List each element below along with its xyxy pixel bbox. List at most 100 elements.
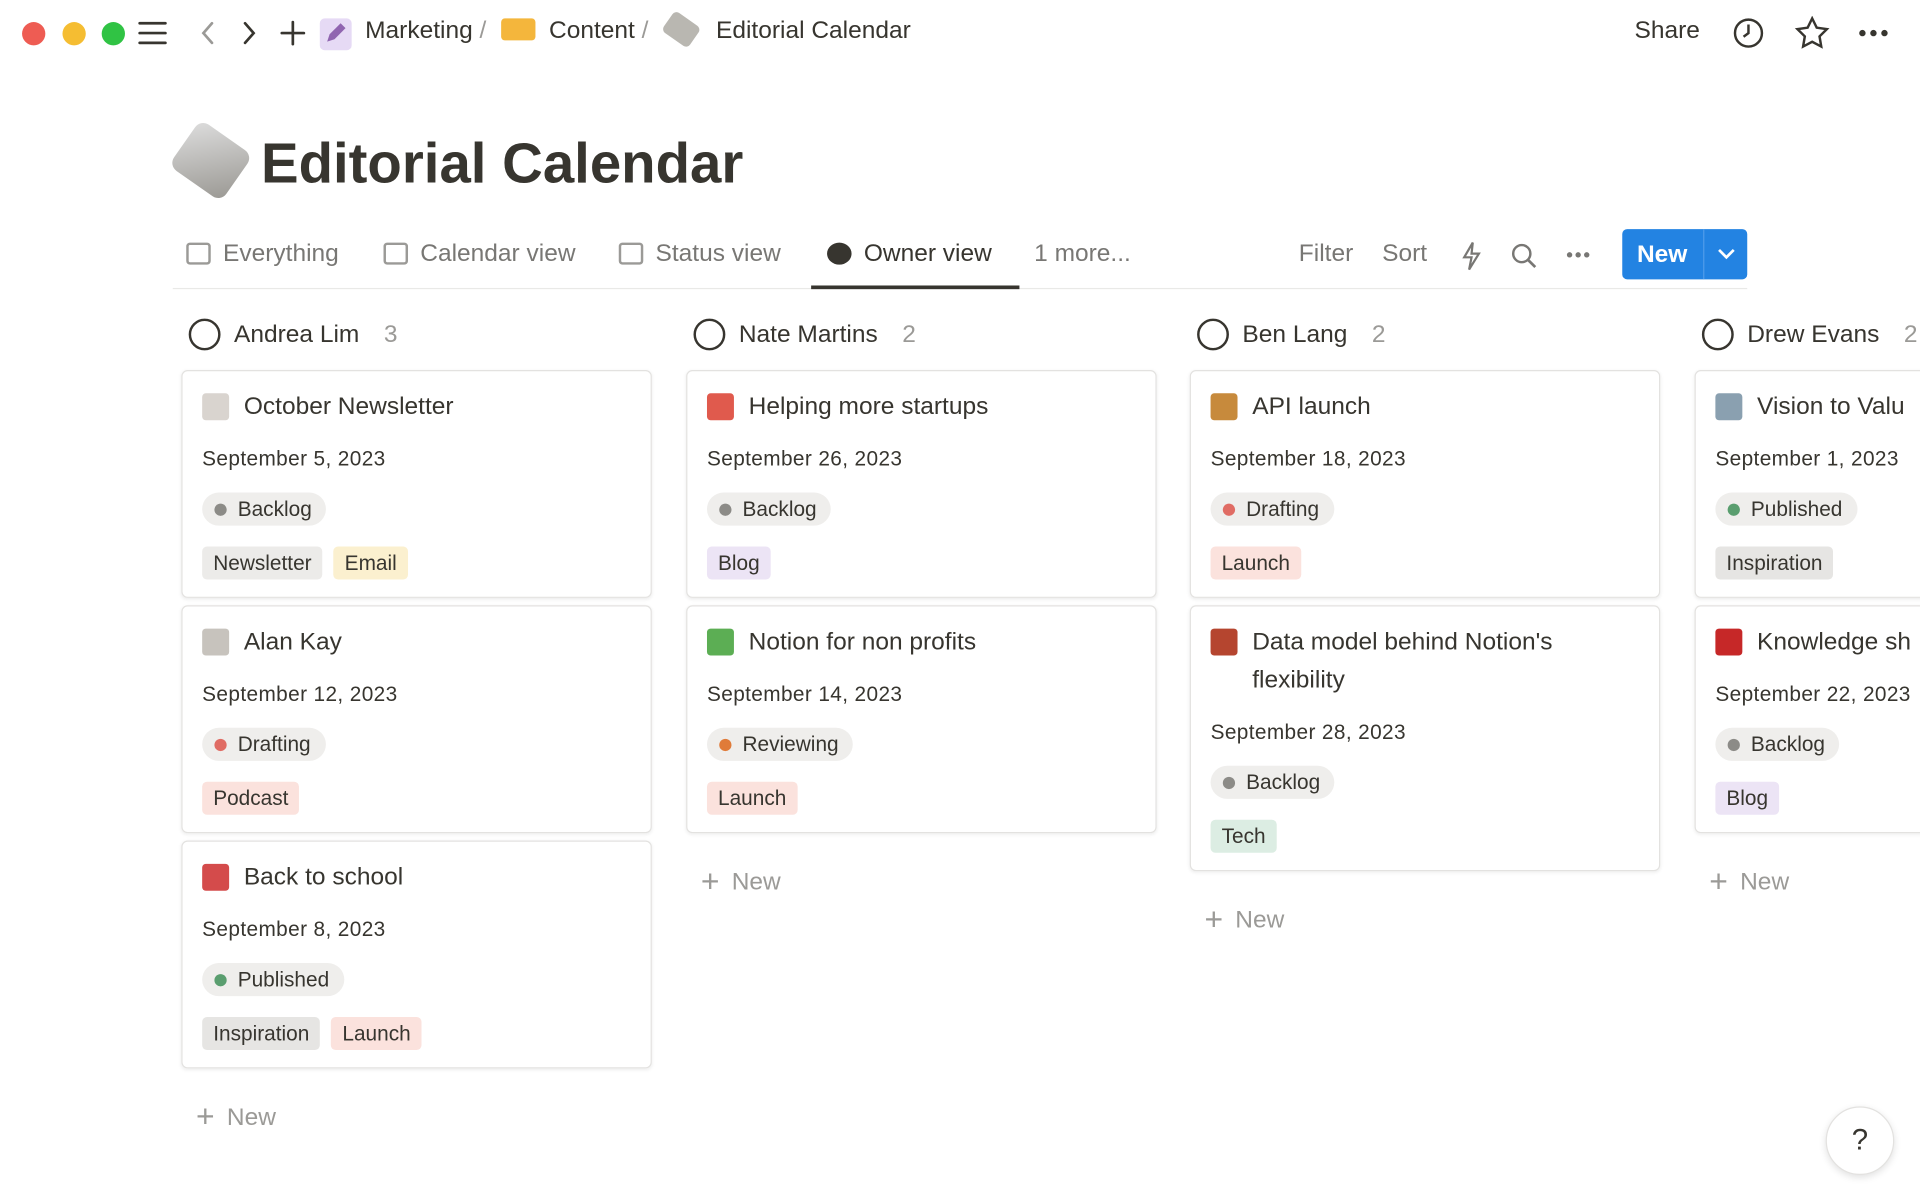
toolbar-icons[interactable]	[1456, 239, 1603, 273]
breadcrumb-item[interactable]: Editorial Calendar	[716, 17, 911, 45]
card-icon	[706, 393, 734, 421]
card[interactable]: Helping more startups September 26, 2023 B…	[686, 370, 1157, 598]
card-title: Back to school	[202, 859, 631, 897]
active-tab-underline	[811, 285, 1020, 290]
tag-list: Launch	[1210, 546, 1640, 580]
status-dot	[1222, 502, 1236, 516]
chevron[interactable]	[1717, 245, 1737, 262]
status-row: Drafting	[1210, 472, 1640, 526]
new-card-button[interactable]: + New	[1709, 863, 1920, 901]
view-tab[interactable]: Calendar view	[383, 240, 576, 268]
card-icon	[706, 628, 734, 656]
new-card-button[interactable]: + New	[196, 1098, 652, 1136]
card[interactable]: October Newsletter September 5, 2023 Backl…	[181, 370, 652, 598]
card-date: September 8, 2023	[202, 917, 386, 942]
tag: Blog	[1715, 781, 1780, 815]
new-button[interactable]: New	[1622, 229, 1748, 280]
card[interactable]: Alan Kay September 12, 2023 Drafting Podcas…	[181, 605, 652, 834]
tag-list: Tech	[1210, 819, 1640, 853]
status-label: Reviewing	[742, 732, 839, 756]
status-row: Drafting	[202, 707, 631, 761]
owner-avatar	[1197, 318, 1229, 351]
tag: Inspiration	[1715, 546, 1834, 580]
card[interactable]: Knowledge sh September 22, 2023 Backlog Blo…	[1694, 605, 1920, 834]
view-tab[interactable]: 1 more...	[1034, 240, 1131, 268]
zoom-button[interactable]	[101, 22, 125, 46]
card-date: September 28, 2023	[1210, 720, 1406, 744]
view-tab[interactable]: Everything	[186, 240, 339, 268]
help-button[interactable]: ?	[1825, 1106, 1895, 1176]
tag: Launch	[1210, 546, 1301, 580]
view-tab[interactable]: Owner view	[827, 240, 992, 268]
column-header: Ben Lang 2	[1190, 316, 1661, 353]
column-header: Drew Evans 2	[1695, 316, 1920, 353]
header-icons[interactable]	[1730, 15, 1902, 53]
tag: Email	[333, 546, 408, 580]
card-date: September 5, 2023	[202, 447, 386, 471]
tag: Tech	[1210, 819, 1277, 853]
card[interactable]: Back to school September 8, 2023 Published…	[181, 840, 652, 1069]
card[interactable]: Vision to Valu September 1, 2023 Published…	[1694, 370, 1920, 598]
tag-list: Blog	[706, 546, 1136, 580]
sort-button[interactable]: Sort	[1382, 240, 1428, 268]
card-icon	[1210, 628, 1238, 656]
tag: Newsletter	[202, 546, 323, 580]
owner-name: Ben Lang	[1242, 320, 1348, 348]
new-button-label: New	[1636, 241, 1688, 269]
status-dot	[719, 738, 732, 751]
tag-list: Podcast	[202, 781, 631, 815]
tab-label: Status view	[655, 240, 781, 268]
column-header: Andrea Lim 3	[181, 316, 652, 353]
status-row: Published	[202, 942, 631, 997]
status-row: Backlog	[706, 472, 1136, 526]
tag: Inspiration	[202, 1016, 321, 1051]
status-pill: Reviewing	[706, 727, 854, 761]
new-card-button[interactable]: + New	[1204, 901, 1660, 939]
content-icon	[500, 18, 535, 41]
status-label: Backlog	[237, 496, 312, 521]
filter-button[interactable]: Filter	[1298, 240, 1354, 268]
owner-name: Drew Evans	[1747, 320, 1880, 348]
card-title: October Newsletter	[202, 388, 631, 426]
card-title: Data model behind Notion's flexibility	[1210, 624, 1640, 700]
new-card-label: New	[226, 1103, 276, 1131]
close-button[interactable]	[22, 22, 46, 46]
new-card-label: New	[731, 868, 781, 896]
status-pill: Backlog	[202, 492, 327, 526]
status-label: Backlog	[1750, 732, 1826, 756]
new-card-button[interactable]: + New	[701, 863, 1157, 901]
status-row: Reviewing	[706, 707, 1136, 761]
separator: /	[641, 17, 649, 45]
breadcrumb-item[interactable]: Marketing	[365, 17, 473, 45]
owner-name: Nate Martins	[738, 320, 878, 348]
tab-label: Owner view	[863, 240, 992, 268]
view-tab[interactable]: Status view	[618, 240, 781, 268]
card-title-text: Vision to Valu	[1757, 393, 1905, 421]
status-row: Backlog	[1715, 707, 1920, 761]
status-row: Published	[1715, 472, 1920, 526]
status-label: Backlog	[742, 496, 817, 521]
card[interactable]: Notion for non profits September 14, 2023…	[686, 605, 1157, 834]
card-date: September 22, 2023	[1715, 682, 1911, 706]
tag-list: Blog	[1715, 781, 1920, 815]
breadcrumb-item[interactable]: Content	[548, 17, 635, 45]
tab-label: Everything	[222, 240, 339, 268]
card[interactable]: Data model behind Notion's flexibility Se…	[1189, 605, 1661, 872]
separator: /	[479, 17, 487, 45]
new-card-label: New	[1235, 906, 1285, 934]
tag-list: Inspiration Launch	[202, 1016, 631, 1051]
minimize-button[interactable]	[62, 22, 86, 46]
tag-list: Inspiration	[1715, 546, 1920, 580]
status-dot	[214, 973, 227, 986]
status-label: Published	[1750, 496, 1843, 521]
status-dot	[1727, 502, 1740, 516]
plus-icon: +	[1204, 900, 1224, 938]
status-dot	[214, 502, 227, 516]
card-icon	[1715, 393, 1743, 421]
status-pill: Backlog	[706, 492, 832, 526]
share-button[interactable]: Share	[1634, 17, 1700, 45]
tag-list: Newsletter Email	[202, 546, 631, 580]
owner-avatar	[693, 318, 726, 351]
card[interactable]: API launch September 18, 2023 Drafting Laun…	[1189, 370, 1661, 598]
card-icon	[202, 393, 230, 421]
